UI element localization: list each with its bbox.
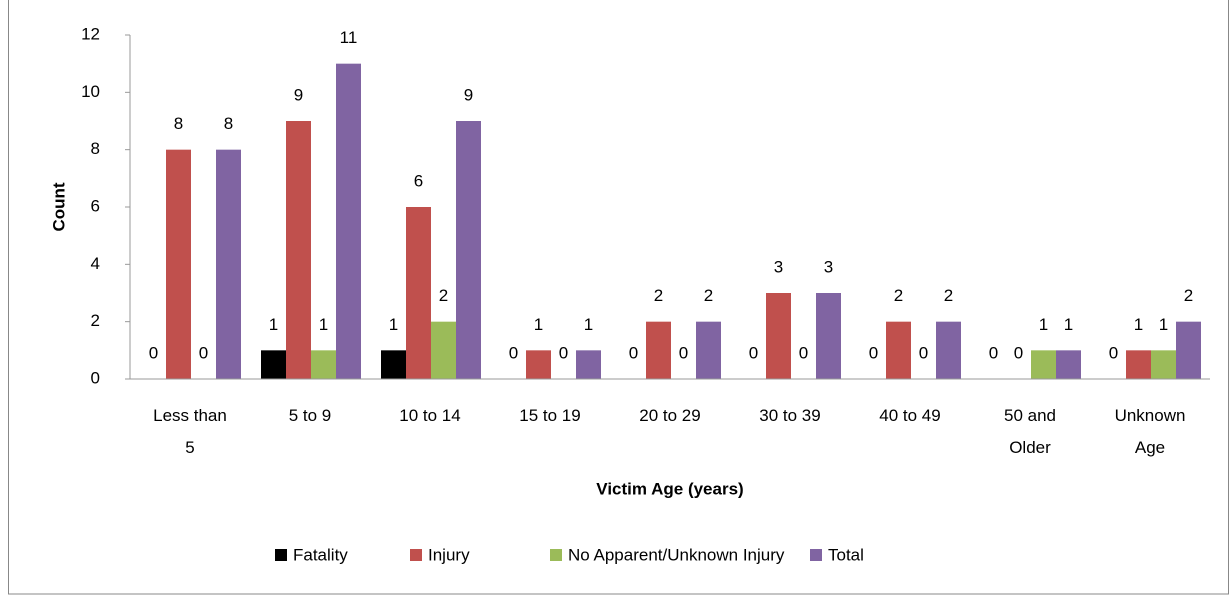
data-label: 1: [584, 315, 593, 334]
bar: [816, 293, 841, 379]
bar: [766, 293, 791, 379]
data-label: 2: [1184, 286, 1193, 305]
x-axis-title: Victim Age (years): [596, 479, 743, 498]
bar: [166, 149, 191, 379]
data-label: 1: [269, 315, 278, 334]
x-tick-label: 20 to 29: [639, 406, 700, 425]
data-label: 2: [654, 286, 663, 305]
bar: [311, 350, 336, 379]
data-label: 0: [509, 343, 518, 362]
data-label: 0: [149, 343, 158, 362]
data-label: 9: [294, 85, 303, 104]
data-label: 8: [174, 114, 183, 133]
bar: [286, 121, 311, 379]
bar: [1031, 350, 1056, 379]
bar: [456, 121, 481, 379]
bar: [1126, 350, 1151, 379]
legend-swatch: [550, 549, 562, 561]
y-tick-label: 10: [81, 82, 100, 101]
bar: [336, 63, 361, 380]
x-tick-label: Less than 5: [153, 406, 227, 457]
data-label: 9: [464, 85, 473, 104]
data-label: 6: [414, 171, 423, 190]
data-label: 0: [799, 343, 808, 362]
data-label: 2: [704, 286, 713, 305]
data-label: 1: [1064, 315, 1073, 334]
bar: [431, 321, 456, 379]
data-label: 0: [1014, 343, 1023, 362]
legend-label: Fatality: [293, 545, 348, 564]
data-label: 11: [340, 28, 358, 47]
data-label: 1: [1159, 315, 1168, 334]
bar: [381, 350, 406, 379]
legend-label: Injury: [428, 545, 470, 564]
data-label: 2: [944, 286, 953, 305]
y-tick-label: 0: [91, 368, 100, 387]
data-label: 0: [919, 343, 928, 362]
legend-label: Total: [828, 545, 864, 564]
x-tick-label: 50 and Older: [1004, 406, 1056, 457]
bar: [216, 149, 241, 379]
y-tick-label: 8: [91, 139, 100, 158]
x-tick-label: 5 to 9: [289, 406, 332, 425]
data-label: 1: [1134, 315, 1143, 334]
y-tick-label: 6: [91, 196, 100, 215]
x-tick-label: 10 to 14: [399, 406, 460, 425]
data-label: 1: [534, 315, 543, 334]
bar: [646, 321, 671, 379]
bar: [1056, 350, 1081, 379]
data-label: 2: [894, 286, 903, 305]
x-tick-label: 15 to 19: [519, 406, 580, 425]
legend-swatch: [410, 549, 422, 561]
y-tick-label: 4: [91, 254, 100, 273]
data-label: 0: [989, 343, 998, 362]
data-label: 1: [319, 315, 328, 334]
bar: [886, 321, 911, 379]
data-label: 1: [1039, 315, 1048, 334]
data-label: 3: [824, 257, 833, 276]
bar: [576, 350, 601, 379]
legend-swatch: [275, 549, 287, 561]
bar: [1151, 350, 1176, 379]
bar: [261, 350, 286, 379]
data-label: 0: [679, 343, 688, 362]
data-label: 3: [774, 257, 783, 276]
y-axis-title: Count: [49, 182, 68, 231]
data-label: 0: [749, 343, 758, 362]
data-label: 0: [199, 343, 208, 362]
data-label: 2: [439, 286, 448, 305]
data-label: 8: [224, 114, 233, 133]
y-tick-label: 12: [81, 24, 100, 43]
data-label: 0: [869, 343, 878, 362]
bar: [696, 321, 721, 379]
bar: [406, 207, 431, 379]
x-tick-label: 30 to 39: [759, 406, 820, 425]
chart-border: [8, 0, 1229, 595]
bar: [526, 350, 551, 379]
y-tick-label: 2: [91, 311, 100, 330]
bar: [1176, 321, 1201, 379]
data-label: 0: [629, 343, 638, 362]
x-tick-label: 40 to 49: [879, 406, 940, 425]
bar: [936, 321, 961, 379]
data-label: 1: [389, 315, 398, 334]
legend-label: No Apparent/Unknown Injury: [568, 545, 785, 564]
legend-swatch: [810, 549, 822, 561]
data-label: 0: [559, 343, 568, 362]
data-label: 0: [1109, 343, 1118, 362]
x-tick-label: Unknown Age: [1115, 406, 1186, 457]
